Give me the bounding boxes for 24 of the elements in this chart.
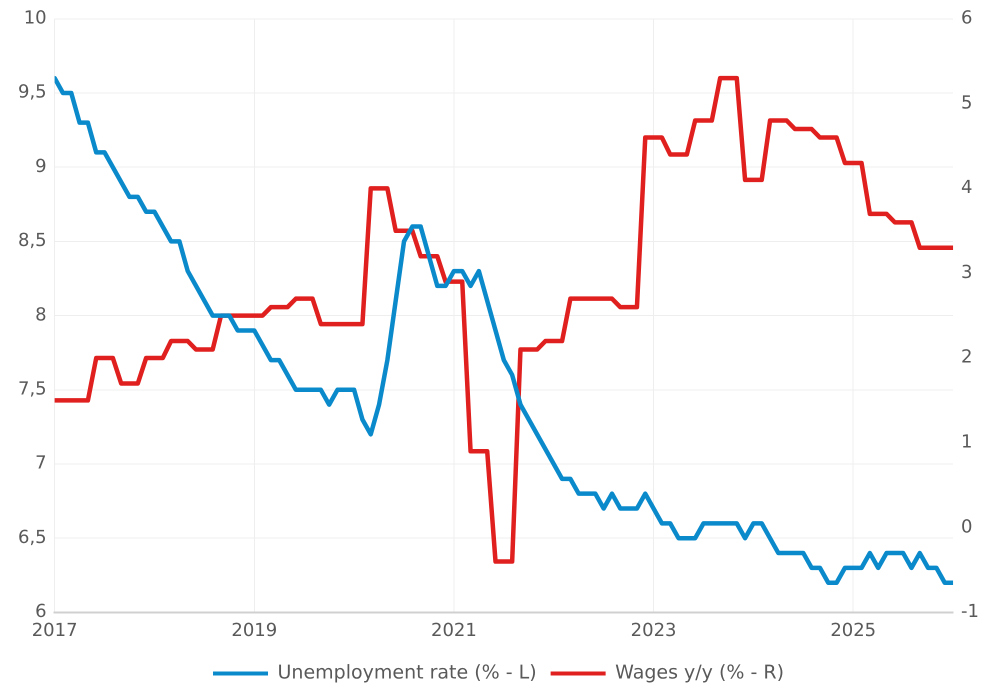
- y-tick-label: 8,5: [18, 230, 47, 252]
- y2-tick-label: 6: [961, 7, 973, 28]
- y-tick-label: 7,5: [18, 378, 47, 400]
- y-tick-label: 6,5: [18, 526, 47, 548]
- x-tick-label: 2021: [431, 620, 477, 641]
- legend-label: Wages y/y (% - R): [615, 661, 784, 684]
- y-tick-label: 8: [35, 304, 47, 326]
- y2-tick-label: 2: [961, 346, 973, 368]
- y-tick-label: 9: [35, 156, 47, 177]
- y2-tick-label: 5: [961, 92, 973, 114]
- y2-tick-label: -1: [961, 601, 980, 622]
- x-tick-label: 2025: [830, 620, 876, 641]
- y-tick-label: 7: [35, 452, 47, 474]
- x-tick-label: 2019: [231, 620, 278, 641]
- y2-tick-label: 0: [961, 516, 973, 538]
- y2-tick-label: 4: [961, 177, 973, 198]
- x-tick-label: 2017: [32, 620, 78, 641]
- y2-tick-label: 1: [961, 431, 973, 452]
- y-tick-label: 9,5: [18, 82, 47, 103]
- y2-tick-label: 3: [961, 262, 973, 283]
- legend-label: Unemployment rate (% - L): [278, 661, 537, 684]
- y-tick-label: 6: [35, 601, 47, 622]
- x-tick-label: 2023: [630, 620, 676, 641]
- y-tick-label: 10: [24, 7, 47, 28]
